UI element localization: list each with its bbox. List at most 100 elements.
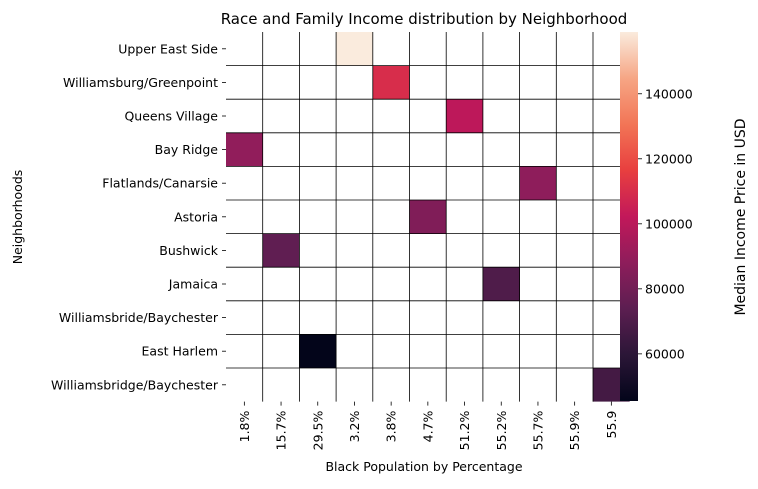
x-tick-label: 15.7% bbox=[274, 410, 289, 450]
heatmap-cell bbox=[299, 99, 337, 133]
heatmap-cell bbox=[409, 99, 447, 133]
heatmap-cell bbox=[226, 233, 263, 268]
y-tick-label: Bay Ridge bbox=[155, 142, 219, 157]
heatmap-cell bbox=[299, 368, 337, 402]
heatmap-cell bbox=[519, 132, 557, 167]
heatmap-cell-filled bbox=[226, 132, 263, 167]
heatmap-cell bbox=[226, 267, 263, 301]
colorbar-tick-label: 100000 bbox=[645, 216, 693, 231]
x-tick-label: 55.9% bbox=[567, 410, 582, 450]
heatmap-cell bbox=[262, 200, 300, 234]
heatmap-cell bbox=[409, 334, 447, 368]
heatmap-cell bbox=[262, 65, 300, 100]
y-tick-label: Astoria bbox=[174, 209, 218, 224]
heatmap-cell bbox=[262, 334, 300, 368]
y-tick-label: Queens Village bbox=[124, 109, 218, 124]
x-tick-label: 1.8% bbox=[237, 410, 252, 442]
heatmap-cell bbox=[482, 334, 520, 368]
heatmap-cell bbox=[226, 99, 263, 133]
heatmap-cell bbox=[556, 233, 593, 268]
heatmap-cell bbox=[262, 368, 300, 402]
heatmap-cell bbox=[226, 200, 263, 234]
x-tick-label: 55.7% bbox=[530, 410, 545, 450]
colorbar-tick-label: 120000 bbox=[645, 151, 693, 166]
x-tick-label: 55.2% bbox=[494, 410, 509, 450]
heatmap-cell bbox=[262, 99, 300, 133]
x-tick-label: 29.5% bbox=[310, 410, 325, 450]
heatmap-cell bbox=[299, 267, 337, 301]
heatmap-cell bbox=[299, 132, 337, 167]
heatmap-cell bbox=[519, 99, 557, 133]
colorbar-tick-label: 60000 bbox=[645, 346, 685, 361]
x-tick-label: 3.2% bbox=[347, 410, 362, 442]
heatmap-cell bbox=[336, 132, 373, 167]
heatmap-cell bbox=[519, 300, 557, 335]
heatmap-cell bbox=[446, 267, 483, 301]
heatmap-cell-filled bbox=[519, 166, 557, 200]
x-tick-label: 55.9 bbox=[604, 411, 619, 439]
heatmap-cell-filled bbox=[482, 267, 520, 301]
heatmap-cell bbox=[482, 200, 520, 234]
heatmap-cell bbox=[226, 368, 263, 402]
x-tick-label: 4.7% bbox=[420, 410, 435, 442]
heatmap-cell bbox=[262, 32, 300, 66]
y-tick-label: Williamsbride/Baychester bbox=[59, 310, 219, 325]
x-axis-label: Black Population by Percentage bbox=[325, 459, 522, 474]
heatmap-cell bbox=[482, 65, 520, 100]
heatmap-cell bbox=[409, 368, 447, 402]
y-tick-label: Jamaica bbox=[168, 277, 218, 292]
y-tick-label: Flatlands/Canarsie bbox=[102, 176, 218, 191]
heatmap-cell-filled bbox=[336, 32, 373, 66]
y-tick-label: Williamsbridge/Baychester bbox=[51, 377, 219, 392]
heatmap-cell bbox=[446, 32, 483, 66]
heatmap-cell bbox=[482, 368, 520, 402]
chart-title: Race and Family Income distribution by N… bbox=[221, 10, 628, 28]
heatmap-cell bbox=[409, 267, 447, 301]
heatmap-cell bbox=[372, 99, 410, 133]
heatmap-cell bbox=[262, 300, 300, 335]
heatmap-cell bbox=[446, 368, 483, 402]
heatmap-cell bbox=[299, 32, 337, 66]
heatmap-cell bbox=[556, 99, 593, 133]
heatmap-cell bbox=[299, 200, 337, 234]
heatmap-cell bbox=[262, 267, 300, 301]
y-tick-label: Upper East Side bbox=[118, 41, 218, 56]
heatmap-cell bbox=[336, 99, 373, 133]
heatmap-cell bbox=[519, 32, 557, 66]
heatmap-cell bbox=[336, 334, 373, 368]
heatmap-cell bbox=[446, 200, 483, 234]
heatmap-cell bbox=[336, 300, 373, 335]
heatmap-cell bbox=[482, 99, 520, 133]
colorbar-tick-label: 140000 bbox=[645, 86, 693, 101]
y-tick-label: East Harlem bbox=[142, 344, 218, 359]
heatmap-cell bbox=[226, 65, 263, 100]
heatmap-cell bbox=[446, 132, 483, 167]
heatmap-cell bbox=[446, 166, 483, 200]
heatmap-cell bbox=[519, 233, 557, 268]
heatmap-cell bbox=[482, 233, 520, 268]
colorbar-label: Median Income Price in USD bbox=[733, 118, 749, 315]
heatmap-cell bbox=[519, 65, 557, 100]
heatmap-cell bbox=[262, 166, 300, 200]
heatmap-cell-filled bbox=[299, 334, 337, 368]
heatmap-cell bbox=[226, 300, 263, 335]
heatmap-cell-filled bbox=[372, 65, 410, 100]
heatmap-cell bbox=[519, 368, 557, 402]
heatmap-cell bbox=[519, 200, 557, 234]
heatmap-cell bbox=[556, 334, 593, 368]
heatmap-cell bbox=[556, 300, 593, 335]
heatmap-cell bbox=[226, 334, 263, 368]
heatmap-cell bbox=[336, 166, 373, 200]
y-tick-label: Williamsburg/Greenpoint bbox=[63, 75, 218, 90]
heatmap-cells bbox=[226, 32, 630, 402]
heatmap-cell bbox=[556, 132, 593, 167]
heatmap-cell bbox=[519, 334, 557, 368]
heatmap-cell bbox=[409, 300, 447, 335]
heatmap-cell bbox=[482, 300, 520, 335]
heatmap-cell bbox=[336, 200, 373, 234]
heatmap-cell bbox=[446, 300, 483, 335]
heatmap-grid bbox=[226, 32, 630, 402]
heatmap-cell bbox=[372, 368, 410, 402]
heatmap-cell bbox=[262, 132, 300, 167]
heatmap-cell bbox=[556, 166, 593, 200]
